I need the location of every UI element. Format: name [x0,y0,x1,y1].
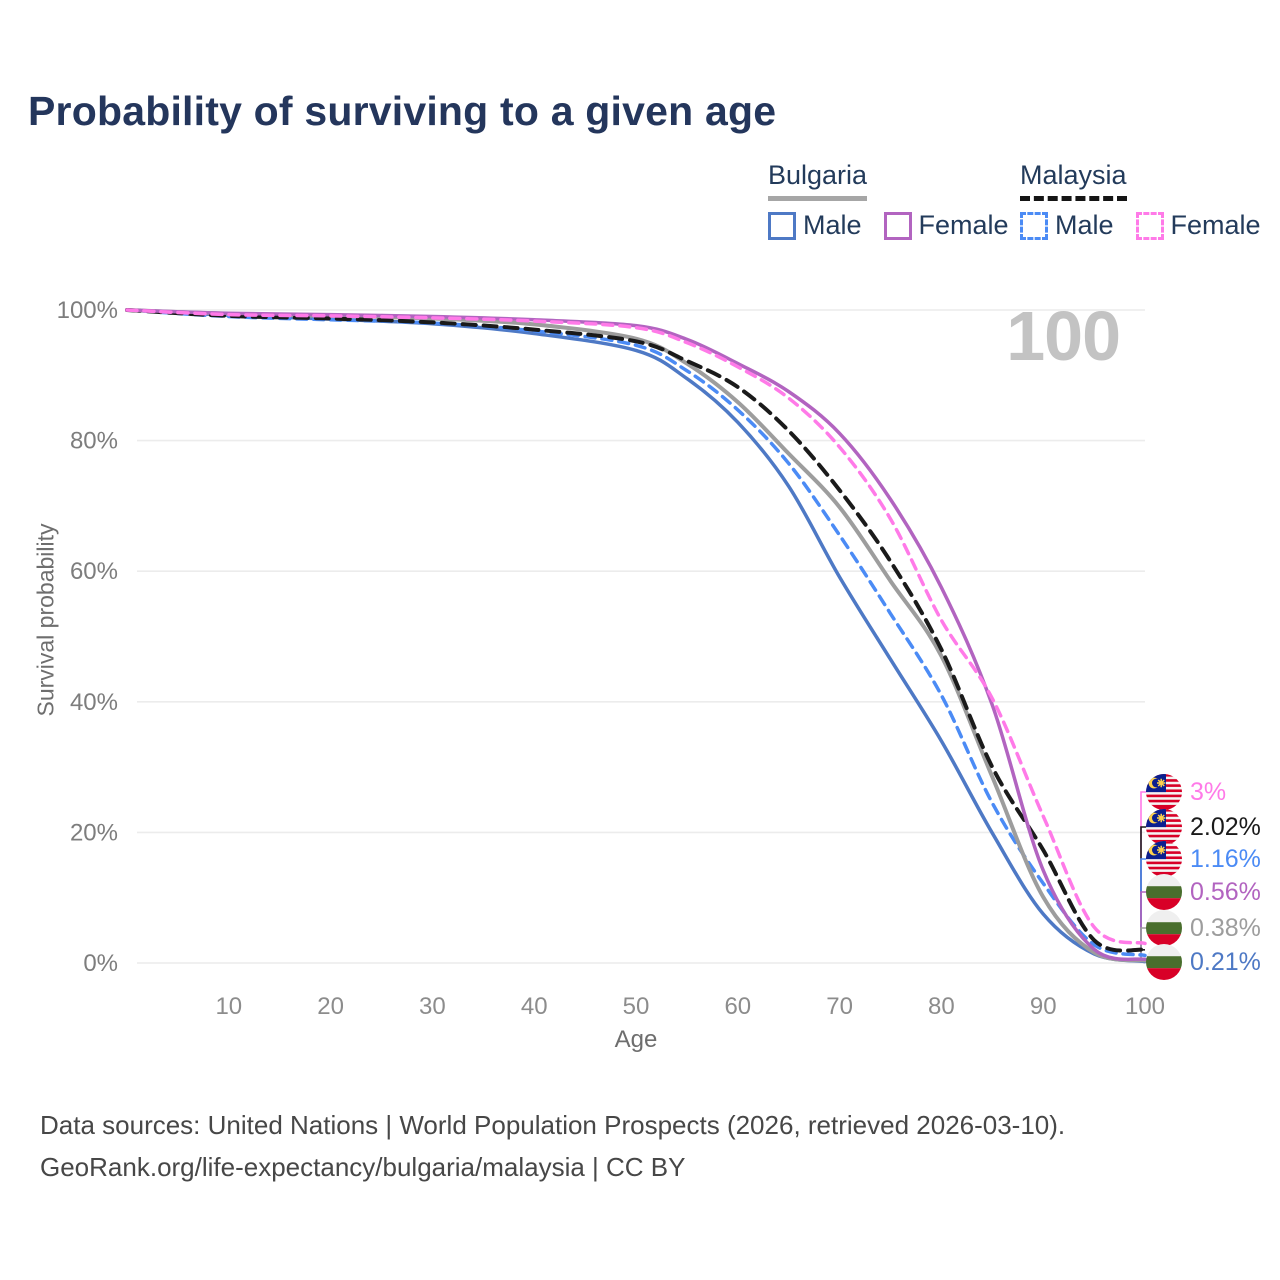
svg-text:90: 90 [1030,993,1057,1020]
legend-item-label: Male [803,210,862,240]
svg-text:70: 70 [826,993,853,1020]
malaysia-flag-icon [1146,841,1182,877]
footer-line-attribution: GeoRank.org/life-expectancy/bulgaria/mal… [40,1152,686,1183]
x-axis-title: Age [614,1026,658,1053]
end-label-row: 0.56% [1146,874,1261,910]
legend-item-label: Male [1055,210,1114,240]
legend-country-bulgaria: Bulgaria [768,160,868,201]
svg-text:100%: 100% [57,297,118,324]
end-label-row: 3% [1146,774,1226,810]
legend-group-malaysia: Malaysia Male Female [1020,160,1261,241]
legend-item-label: Female [918,210,1009,240]
svg-text:50: 50 [623,993,650,1020]
end-value-bulgaria-male: 0.21% [1190,947,1261,976]
end-value-bulgaria-female: 0.56% [1190,877,1261,906]
bulgaria-flag-icon [1146,910,1182,946]
legend-item-label: Female [1170,210,1261,240]
bulgaria-male-swatch-icon [768,211,796,240]
svg-text:20: 20 [317,993,344,1020]
end-label-row: 0.21% [1146,944,1261,980]
end-label-row: 0.38% [1146,910,1261,946]
svg-text:80: 80 [928,993,955,1020]
end-value-bulgaria-both: 0.38% [1190,913,1261,942]
legend-item-malaysia-female[interactable]: Female [1135,210,1261,241]
malaysia-flag-icon [1146,809,1182,845]
malaysia-male-swatch-icon [1020,211,1048,240]
bulgaria-flag-icon [1146,944,1182,980]
bulgaria-flag-icon [1146,874,1182,910]
end-value-malaysia-both: 2.02% [1190,812,1261,841]
end-value-malaysia-male: 1.16% [1190,844,1261,873]
malaysia-flag-icon [1146,774,1182,810]
end-value-malaysia-female: 3% [1190,777,1227,806]
bulgaria-female-swatch-icon [883,211,912,240]
y-axis-title: Survival probability [32,523,59,717]
legend-country-malaysia: Malaysia [1020,160,1127,201]
svg-text:60: 60 [724,993,751,1020]
svg-text:30: 30 [419,993,446,1020]
legend-item-bulgaria-male[interactable]: Male [768,210,862,241]
svg-text:100: 100 [1125,993,1165,1020]
svg-text:60%: 60% [70,558,118,585]
footer-line-sources: Data sources: United Nations | World Pop… [40,1110,1066,1140]
end-label-row: 2.02% [1146,809,1261,845]
svg-text:40: 40 [521,993,548,1020]
legend-item-bulgaria-female[interactable]: Female [883,210,1009,241]
end-label-row: 1.16% [1146,841,1261,877]
legend-item-malaysia-male[interactable]: Male [1020,210,1114,241]
svg-text:40%: 40% [70,689,118,716]
svg-text:20%: 20% [70,819,118,846]
data-sources-footer: Data sources: United Nations | World Pop… [40,1104,1065,1188]
svg-text:10: 10 [215,993,242,1020]
page-title: Probability of surviving to a given age [28,88,777,134]
svg-text:0%: 0% [83,950,118,977]
malaysia-female-swatch-icon [1135,211,1164,240]
legend-group-bulgaria: Bulgaria Male Female [768,160,1009,241]
svg-text:80%: 80% [70,428,118,455]
